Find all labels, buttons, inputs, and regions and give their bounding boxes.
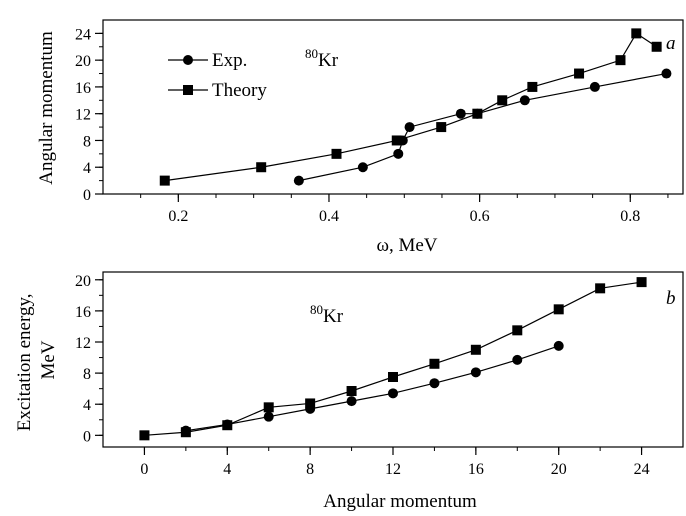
panel-a-series (159, 28, 672, 186)
panel-a-nuclide: 80Kr (305, 46, 339, 71)
panel-b-nuclide-mass: 80 (310, 302, 323, 317)
data-point-circle (346, 396, 357, 407)
series-b-circle-line (185, 345, 559, 432)
data-point-circle (263, 411, 274, 422)
legend: Exp. Theory (168, 50, 267, 101)
data-point-square (222, 420, 233, 431)
panel-b-ylabel-line1: Excitation energy, (14, 294, 35, 432)
data-point-square (651, 41, 662, 52)
y-tick-label: 4 (83, 160, 91, 177)
y-tick-label: 16 (75, 304, 91, 321)
x-tick-label: 4 (223, 461, 231, 478)
data-point-circle (293, 175, 304, 186)
panel-b-frame (102, 271, 684, 448)
y-tick-label: 16 (75, 80, 91, 97)
data-point-circle (388, 388, 398, 399)
data-point-square (470, 344, 481, 355)
data-point-circle (404, 122, 415, 133)
y-tick-label: 4 (83, 397, 91, 414)
x-tick-label: 20 (551, 461, 567, 478)
data-point-square (527, 81, 538, 92)
x-tick-label: 24 (634, 461, 650, 478)
data-point-circle (393, 148, 404, 159)
x-tick-label: 16 (468, 461, 484, 478)
y-tick-label: 8 (83, 133, 91, 150)
data-point-square (497, 95, 508, 106)
panel-b-ticks: 0 4 8 12 16 20 24 0 4 8 12 16 20 (75, 273, 650, 478)
data-point-square (429, 358, 440, 369)
data-point-square (436, 122, 447, 133)
data-point-circle (429, 378, 440, 389)
data-point-circle (553, 340, 564, 351)
y-tick-label: 20 (75, 53, 91, 70)
panel-a-ylabel: Angular momentum (36, 31, 57, 185)
data-point-square (331, 148, 342, 159)
data-point-square (553, 304, 564, 315)
panel-a-nuclide-mass: 80 (305, 46, 318, 61)
data-point-square (391, 135, 402, 146)
data-point-square (263, 402, 274, 413)
panel-b-nuclide: 80Kr (310, 302, 344, 327)
legend-marker-exp (183, 55, 193, 65)
data-point-square (139, 430, 150, 441)
y-tick-label: 12 (75, 335, 91, 352)
data-point-square (636, 277, 647, 288)
data-point-square (180, 427, 191, 438)
series-b-square-line (144, 281, 642, 436)
data-point-circle (455, 108, 466, 119)
data-point-square (631, 28, 642, 39)
x-tick-label: 0.2 (168, 208, 188, 225)
data-point-square (472, 108, 483, 119)
panel-b-ylabel: Excitation energy, MeV (14, 289, 59, 431)
panel-b-xlabel: Angular momentum (323, 491, 477, 512)
x-tick-label: 0.6 (470, 208, 490, 225)
data-point-square (615, 55, 626, 66)
panel-a-letter: a (666, 33, 676, 54)
y-tick-label: 0 (83, 428, 91, 445)
y-tick-label: 8 (83, 366, 91, 383)
data-point-square (512, 325, 523, 336)
x-tick-label: 0 (140, 461, 148, 478)
panel-b-letter: b (666, 288, 676, 309)
x-tick-label: 0.4 (319, 208, 339, 225)
legend-item-exp: Exp. (168, 50, 247, 71)
data-point-square (159, 175, 170, 186)
panel-b-nuclide-element: Kr (323, 306, 344, 327)
y-tick-label: 0 (83, 187, 91, 204)
panel-a: 0.2 0.4 0.6 0.8 0 4 8 12 16 20 24 Exp. Theory 80Kr… (36, 19, 684, 256)
data-point-circle (512, 354, 523, 365)
x-tick-label: 0.8 (620, 208, 640, 225)
y-tick-label: 20 (75, 273, 91, 290)
data-point-circle (357, 162, 368, 173)
data-point-square (388, 372, 398, 382)
data-point-square (305, 398, 316, 409)
y-tick-label: 24 (75, 26, 91, 43)
data-point-square (574, 68, 585, 79)
legend-item-theory: Theory (168, 80, 267, 101)
data-point-circle (661, 68, 672, 79)
data-point-square (256, 162, 267, 173)
panel-a-nuclide-element: Kr (318, 50, 339, 71)
data-point-circle (589, 81, 600, 92)
panel-a-ticks: 0.2 0.4 0.6 0.8 0 4 8 12 16 20 24 (75, 26, 669, 225)
data-point-circle (470, 367, 481, 378)
panel-b-series (139, 277, 647, 441)
x-tick-label: 12 (385, 461, 401, 478)
panel-a-xlabel: ω, MeV (376, 235, 437, 256)
data-point-square (346, 386, 357, 396)
panel-b-ylabel-line2: MeV (38, 340, 59, 379)
legend-marker-theory (183, 85, 193, 95)
legend-label-exp: Exp. (212, 50, 247, 71)
legend-label-theory: Theory (212, 80, 267, 101)
series-a-circle-line (298, 72, 667, 182)
panel-a-frame (102, 19, 684, 195)
x-tick-label: 8 (306, 461, 314, 478)
data-point-circle (519, 95, 530, 106)
y-tick-label: 12 (75, 107, 91, 124)
panel-b: 0 4 8 12 16 20 24 0 4 8 12 16 20 80Kr b Angular mome… (14, 271, 684, 512)
data-point-square (595, 283, 606, 294)
